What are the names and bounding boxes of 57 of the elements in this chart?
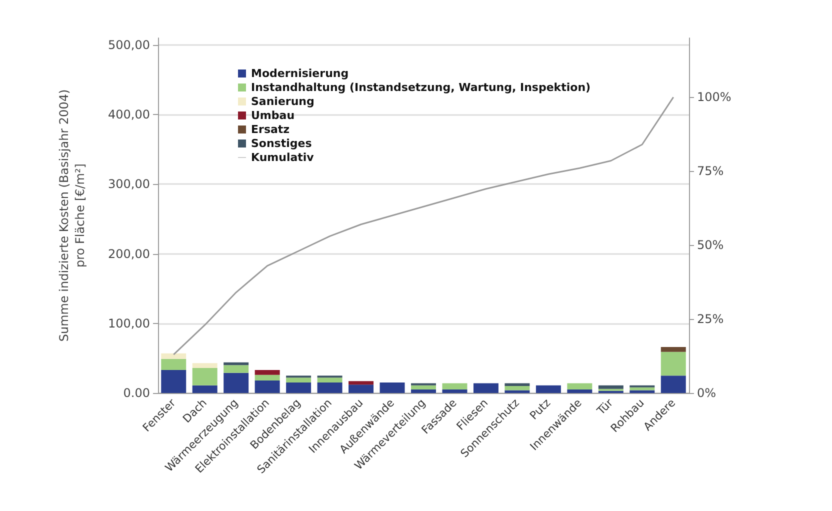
bar: [254, 370, 280, 375]
y2-tick-label: 25%: [697, 312, 724, 326]
bar: [660, 352, 686, 376]
line-series: [172, 96, 674, 356]
bar: [630, 387, 655, 390]
y-tick-label: 400,00: [108, 108, 150, 122]
legend-label: Kumulativ: [251, 151, 315, 164]
bar: [380, 382, 405, 393]
bar: [473, 383, 498, 393]
legend-label: Ersatz: [251, 123, 290, 136]
legend-label: Sanierung: [251, 95, 314, 108]
bar: [192, 368, 218, 386]
bar: [192, 363, 218, 368]
x-tick-label: Tür: [594, 396, 616, 418]
bar: [317, 382, 342, 393]
y2-tick-label: 100%: [697, 90, 732, 104]
y-tick-label: 500,00: [108, 38, 150, 52]
bar: [286, 378, 312, 383]
bar: [660, 347, 686, 352]
bar: [161, 353, 186, 359]
y2-tick-label: 75%: [697, 164, 724, 178]
bar: [254, 374, 280, 380]
bar: [660, 376, 686, 393]
y2-tick-label: 50%: [697, 238, 724, 252]
legend-label: Modernisierung: [251, 67, 349, 80]
y-tick-label: 200,00: [108, 246, 150, 261]
bar: [504, 386, 530, 390]
bar: [224, 372, 249, 393]
y-tick-label: 100,00: [108, 316, 150, 330]
bar: [598, 385, 624, 389]
legend-label: Umbau: [251, 109, 295, 122]
bar: [254, 380, 280, 393]
bar: [567, 390, 592, 393]
bar: [348, 384, 374, 393]
bar: [442, 390, 468, 393]
bar: [286, 382, 312, 393]
bar: [192, 385, 218, 393]
bar: [224, 365, 249, 373]
bar: [161, 370, 186, 393]
bar: [411, 385, 436, 390]
bar: [348, 381, 374, 385]
y-tick-label: 300,00: [108, 177, 150, 192]
y-axis-title: Summe indizierte Kosten (Basisjahr 2004) pro Fläche [€/m²]: [57, 89, 87, 342]
bar: [536, 385, 561, 393]
bar: [567, 383, 592, 390]
bar: [161, 358, 186, 370]
bar: [317, 378, 342, 383]
bar: [630, 390, 655, 393]
legend-label: Instandhaltung (Instandsetzung, Wartung, Inspektion): [251, 81, 591, 94]
bar: [224, 362, 249, 366]
y2-tick-label: 0%: [697, 386, 716, 400]
bar: [504, 390, 530, 393]
bar: [504, 383, 530, 386]
legend-label: Sonstiges: [251, 137, 312, 150]
bar: [411, 390, 436, 393]
y-tick-label: 0.00: [123, 386, 150, 400]
bar: [442, 383, 468, 390]
